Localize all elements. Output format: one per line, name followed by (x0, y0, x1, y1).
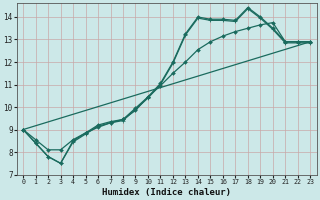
X-axis label: Humidex (Indice chaleur): Humidex (Indice chaleur) (102, 188, 231, 197)
